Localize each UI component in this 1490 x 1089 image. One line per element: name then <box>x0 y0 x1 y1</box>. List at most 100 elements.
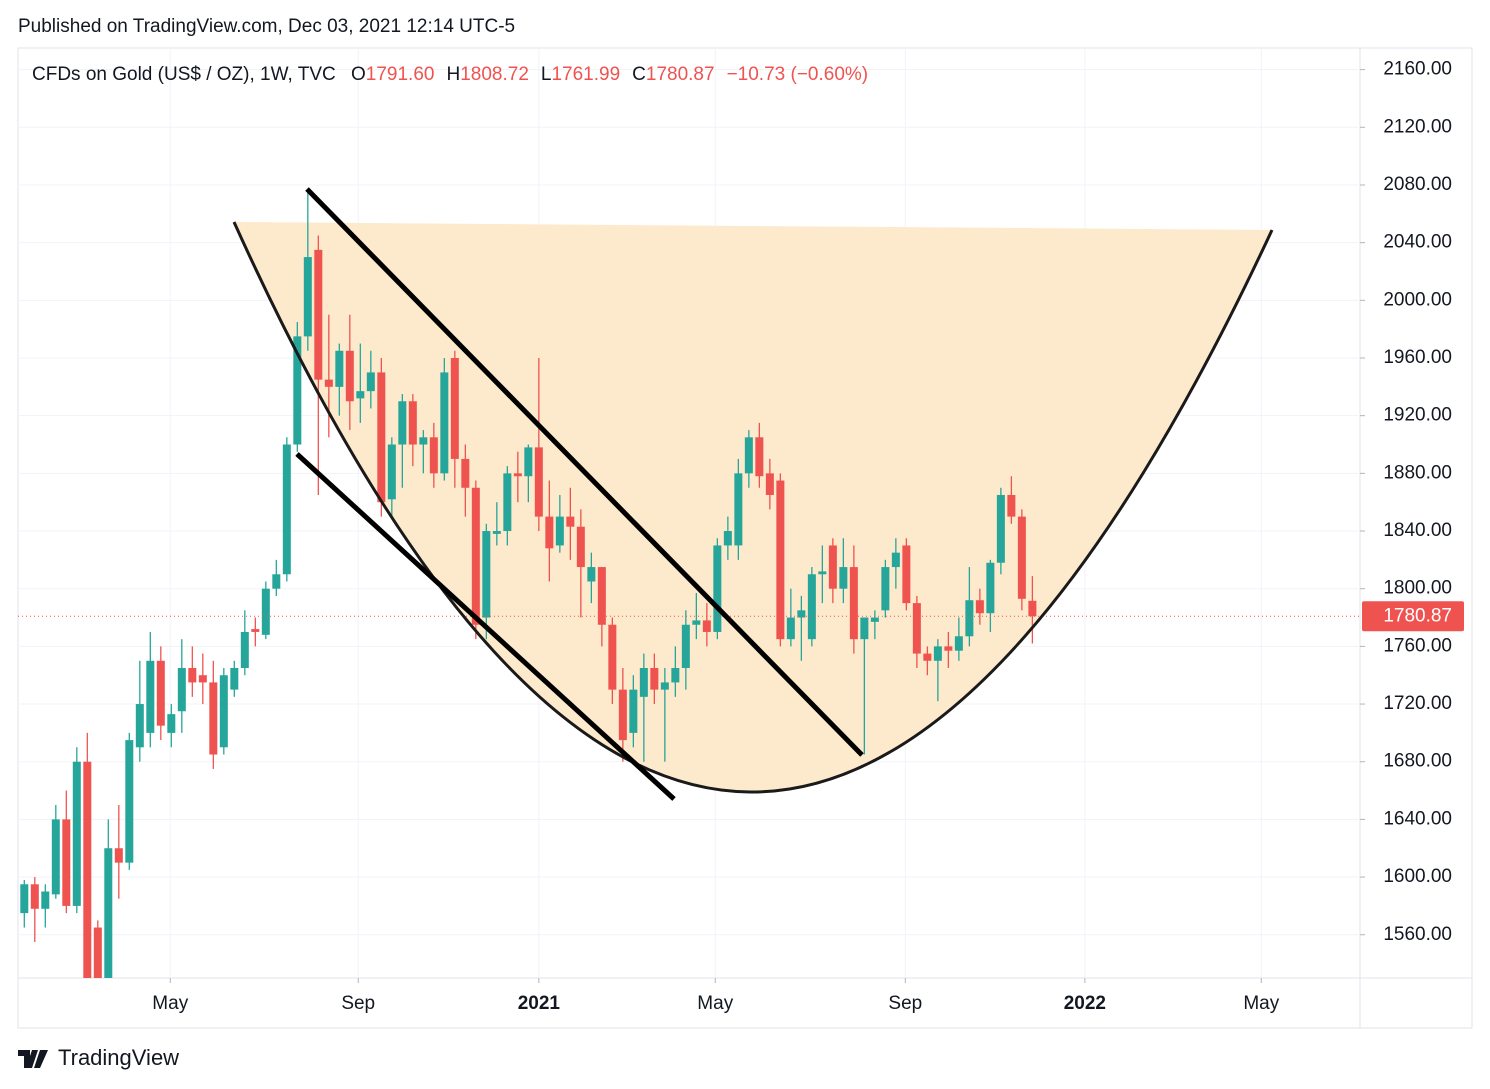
ohlc-key: H <box>446 64 460 85</box>
ohlc: O1791.60 H1808.72 L1761.99 C1780.87 −10.73 (… <box>351 64 868 85</box>
y-tick-label: 1880.00 <box>1383 462 1452 483</box>
candle-body <box>870 617 879 622</box>
candle-body <box>293 336 302 445</box>
candle-body <box>366 372 375 392</box>
y-tick-label: 1680.00 <box>1383 751 1452 772</box>
candle-body <box>723 531 732 546</box>
candle-body <box>891 552 900 568</box>
x-tick-label: May <box>697 993 733 1014</box>
candle-body <box>965 600 974 637</box>
candle-body <box>20 884 29 914</box>
candle-body <box>807 574 816 640</box>
candle-body <box>639 668 648 697</box>
logo-mark <box>18 1050 48 1068</box>
x-tick-label: 2021 <box>518 993 561 1014</box>
candle-body <box>513 473 522 477</box>
candle-body <box>335 350 344 387</box>
chart-frame <box>17 47 1473 1029</box>
candle-body <box>156 660 165 726</box>
candle-body <box>650 668 659 690</box>
brand: TradingView <box>58 1045 179 1070</box>
candle-body <box>261 588 270 635</box>
x-tick-label: 2022 <box>1064 993 1106 1014</box>
axes: 1560.00 1600.00 1640.00 1680.00 1720.00 1760.… <box>152 59 1464 1014</box>
candle-body <box>104 848 113 978</box>
y-tick-label: 1800.00 <box>1383 578 1452 599</box>
y-tick-label: 1560.00 <box>1383 924 1452 945</box>
candle-body <box>629 689 638 733</box>
ohlc-key: L <box>541 64 552 85</box>
candle-body <box>755 437 764 477</box>
cup-curve <box>232 221 1274 794</box>
y-tick-label: 1720.00 <box>1383 693 1452 714</box>
candle-body <box>303 257 312 337</box>
candle-body <box>828 545 837 589</box>
candle-body <box>230 668 239 690</box>
candle-body <box>576 526 585 568</box>
candle-body <box>125 740 134 863</box>
candle-body <box>198 675 207 683</box>
candle-body <box>83 761 92 978</box>
candle-body <box>1017 516 1026 599</box>
candle-body <box>398 401 407 445</box>
candle-body <box>1007 494 1016 517</box>
candle-body <box>72 761 81 906</box>
trend-line <box>295 452 676 801</box>
candle-body <box>597 567 606 625</box>
candle-body <box>30 884 39 909</box>
candle-body <box>251 629 260 632</box>
candle-body <box>618 689 627 741</box>
candle-body <box>545 516 554 549</box>
x-tick-label: May <box>1243 993 1279 1014</box>
y-tick-label: 2160.00 <box>1383 59 1452 80</box>
candle-body <box>734 473 743 546</box>
candle-body <box>902 545 911 604</box>
y-tick-label: 1640.00 <box>1383 808 1452 829</box>
ohlc-value: 1780.87 <box>646 64 715 85</box>
candle-body <box>324 379 333 387</box>
candle-body <box>681 624 690 668</box>
candle-body <box>503 473 512 532</box>
ohlc-value: 1808.72 <box>460 64 529 85</box>
x-tick-label: Sep <box>888 993 922 1014</box>
ohlc-value: 1761.99 <box>551 64 620 85</box>
candle-body <box>566 516 575 527</box>
y-tick-label: 1760.00 <box>1383 635 1452 656</box>
candle-body <box>860 617 869 640</box>
candle-body <box>471 487 480 625</box>
candle-body <box>660 682 669 690</box>
candle-body <box>702 620 711 632</box>
candle-body <box>608 624 617 690</box>
trend-line <box>305 187 864 757</box>
candle-body <box>41 891 50 909</box>
candle-body <box>345 350 354 402</box>
candle-body <box>555 516 564 546</box>
candle-body <box>356 391 365 399</box>
candle-body <box>923 653 932 661</box>
candle-body <box>387 444 396 500</box>
candle-body <box>839 567 848 589</box>
candle-body <box>62 819 71 906</box>
candle-body <box>461 458 470 488</box>
candle-body <box>524 447 533 477</box>
candle-body <box>881 567 890 611</box>
y-tick-label: 1840.00 <box>1383 520 1452 541</box>
candle-body <box>219 675 228 748</box>
y-tick-label: 1600.00 <box>1383 866 1452 887</box>
candle-body <box>146 660 155 733</box>
x-tick-label: Sep <box>341 993 375 1014</box>
candle-body <box>450 358 459 459</box>
candle-body <box>744 437 753 474</box>
symbol: CFDs on Gold (US$ / OZ), 1W, TVC <box>32 64 336 85</box>
candle-body <box>818 571 827 575</box>
legend-line: CFDs on Gold (US$ / OZ), 1W, TVC O1791.6… <box>32 64 868 85</box>
x-tick-label: May <box>152 993 188 1014</box>
candle-body <box>534 447 543 517</box>
candle-body <box>692 620 701 625</box>
candle-body <box>671 668 680 683</box>
candle-body <box>986 562 995 614</box>
y-tick-label: 2120.00 <box>1383 116 1452 137</box>
